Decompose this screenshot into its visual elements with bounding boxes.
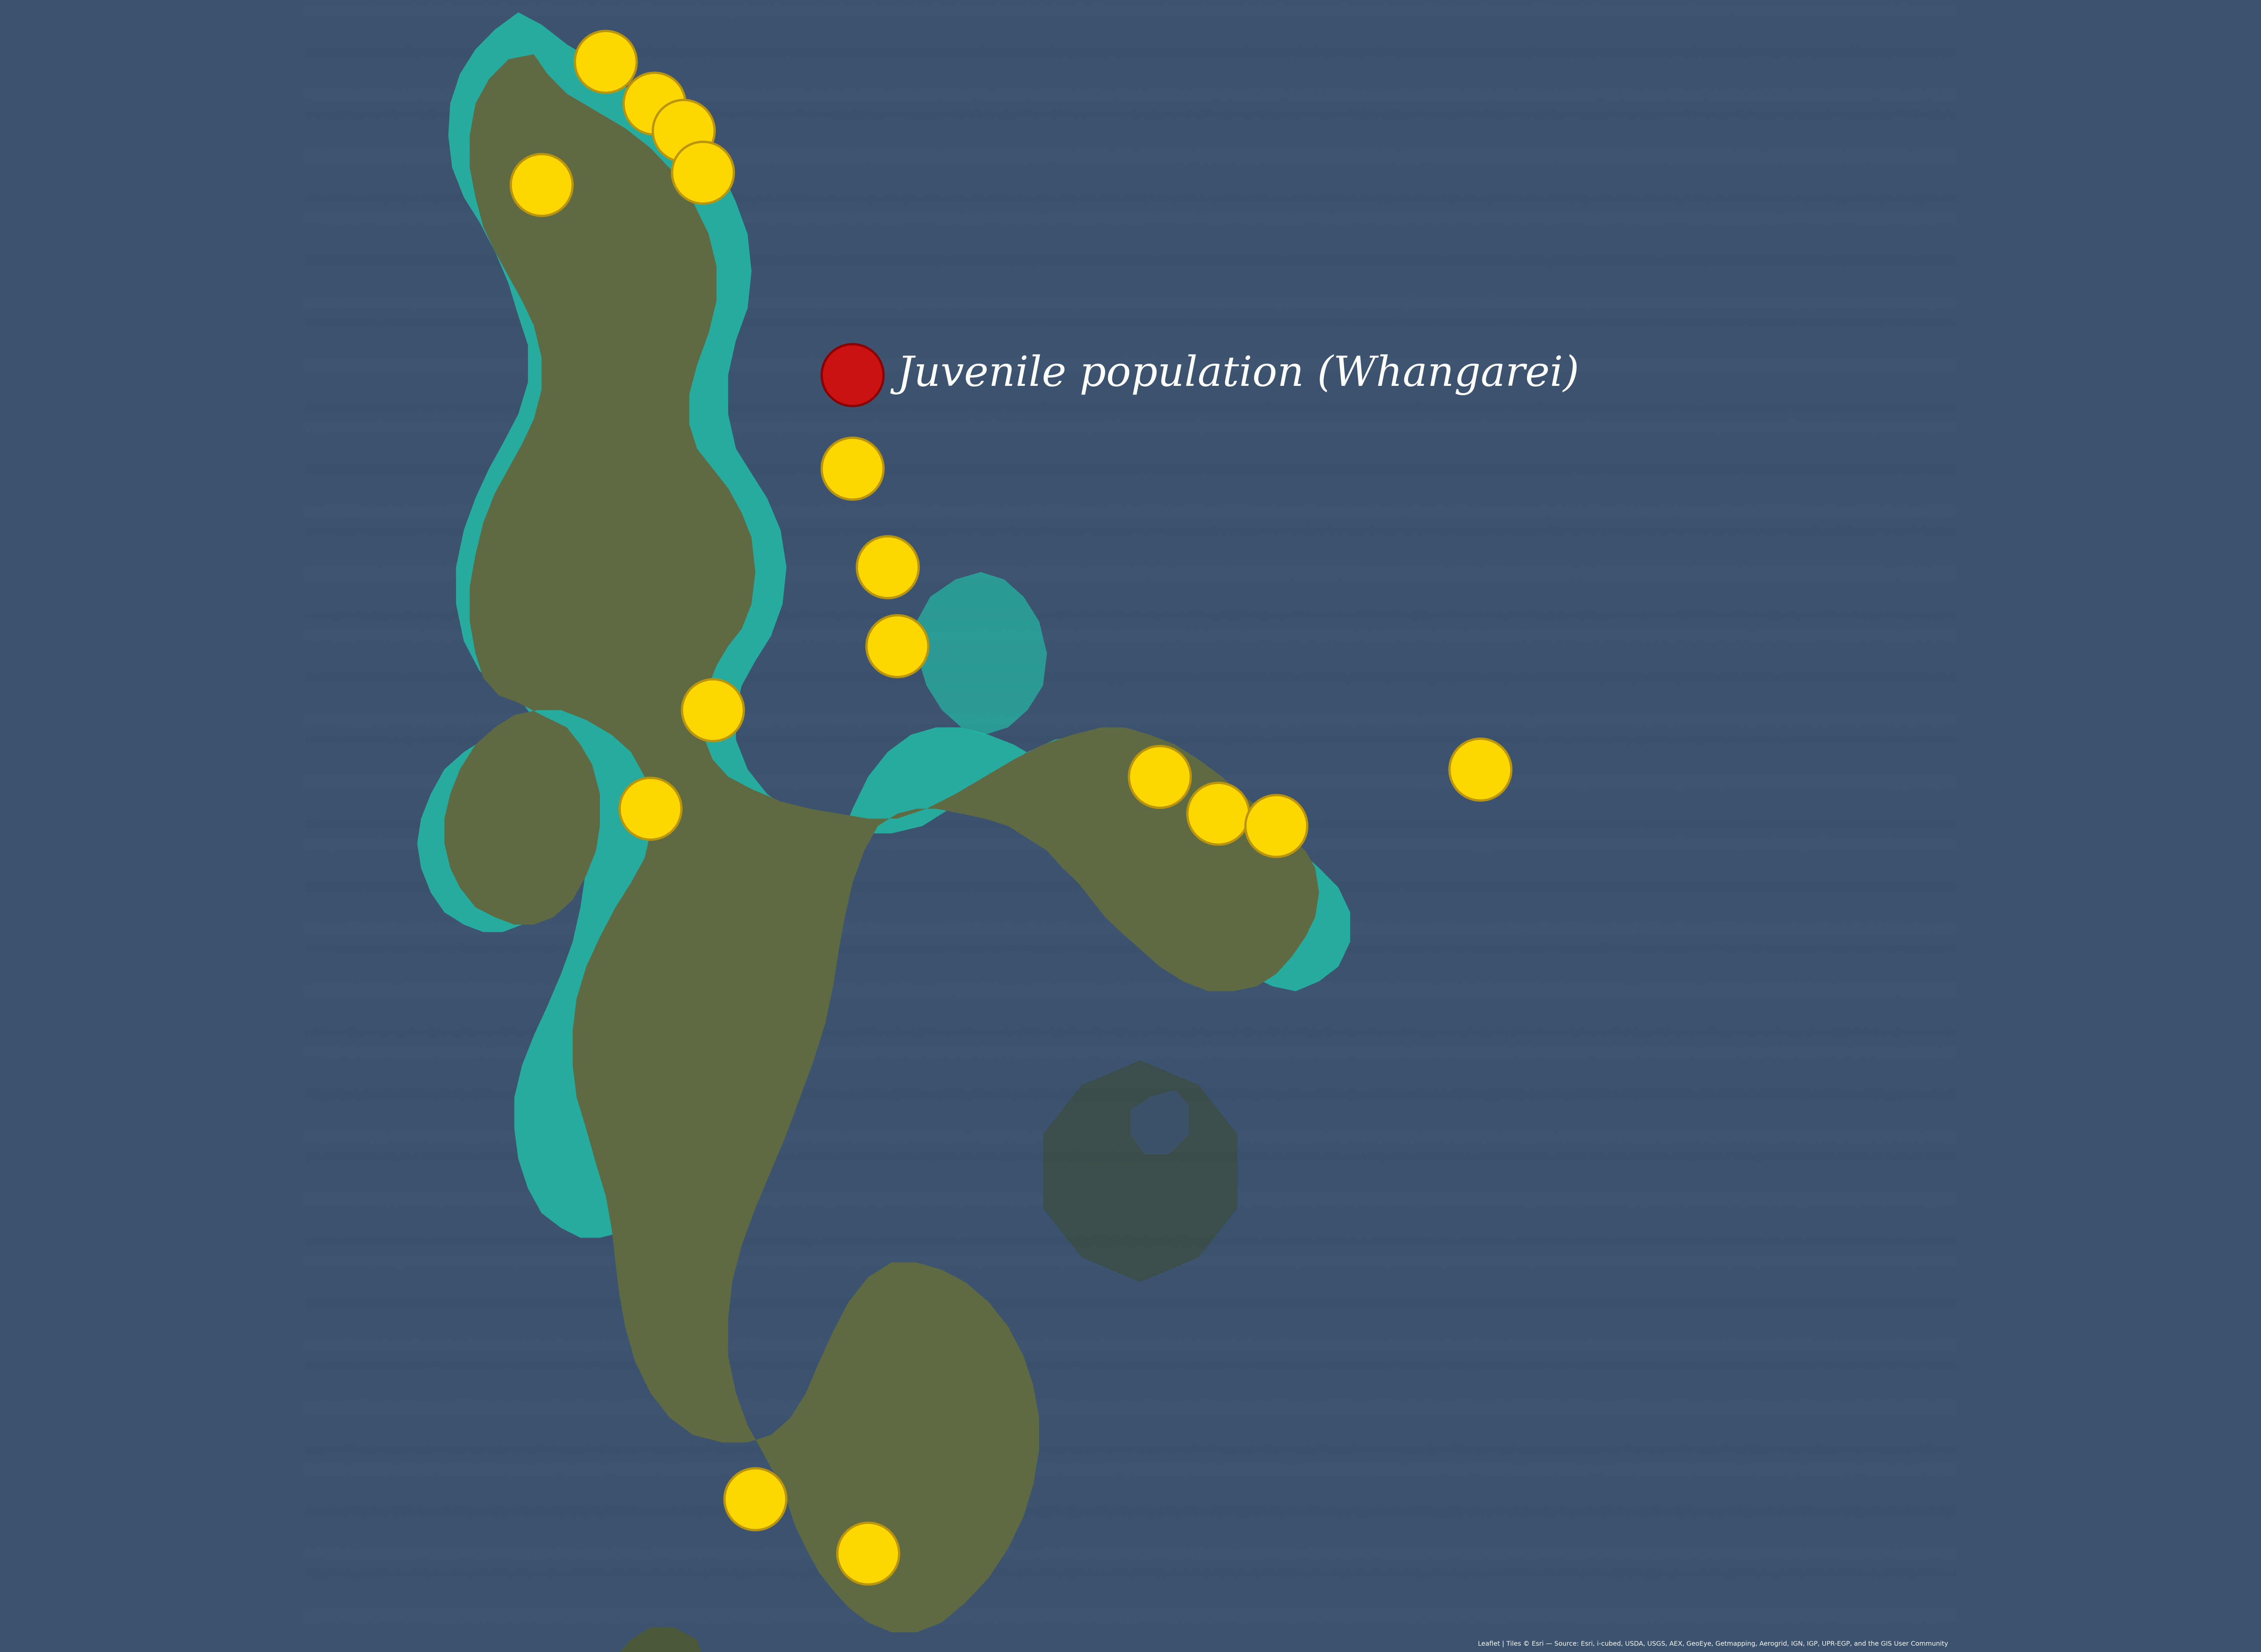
Polygon shape: [1042, 1061, 1237, 1282]
Point: [1257, 813, 1293, 839]
Point: [525, 172, 561, 198]
Polygon shape: [610, 1627, 794, 1652]
Point: [737, 1485, 773, 1512]
Point: [633, 796, 669, 823]
Point: [870, 553, 907, 580]
Point: [834, 456, 870, 482]
Point: [685, 159, 721, 185]
Polygon shape: [916, 572, 1047, 735]
Point: [850, 1540, 886, 1566]
Point: [1463, 757, 1499, 783]
Point: [588, 48, 624, 74]
Point: [694, 697, 730, 724]
Text: Leaflet | Tiles © Esri — Source: Esri, i-cubed, USDA, USGS, AEX, GeoEye, Getmapp: Leaflet | Tiles © Esri — Source: Esri, i…: [1479, 1640, 1949, 1647]
Point: [1142, 763, 1178, 790]
Point: [834, 362, 870, 388]
Polygon shape: [1130, 1090, 1189, 1155]
Point: [880, 633, 916, 659]
Point: [1201, 801, 1237, 828]
Point: [635, 91, 672, 117]
Polygon shape: [418, 12, 1350, 1237]
Text: Juvenile population (Whangarei): Juvenile population (Whangarei): [898, 354, 1578, 395]
Point: [665, 117, 701, 144]
Polygon shape: [445, 55, 1318, 1632]
